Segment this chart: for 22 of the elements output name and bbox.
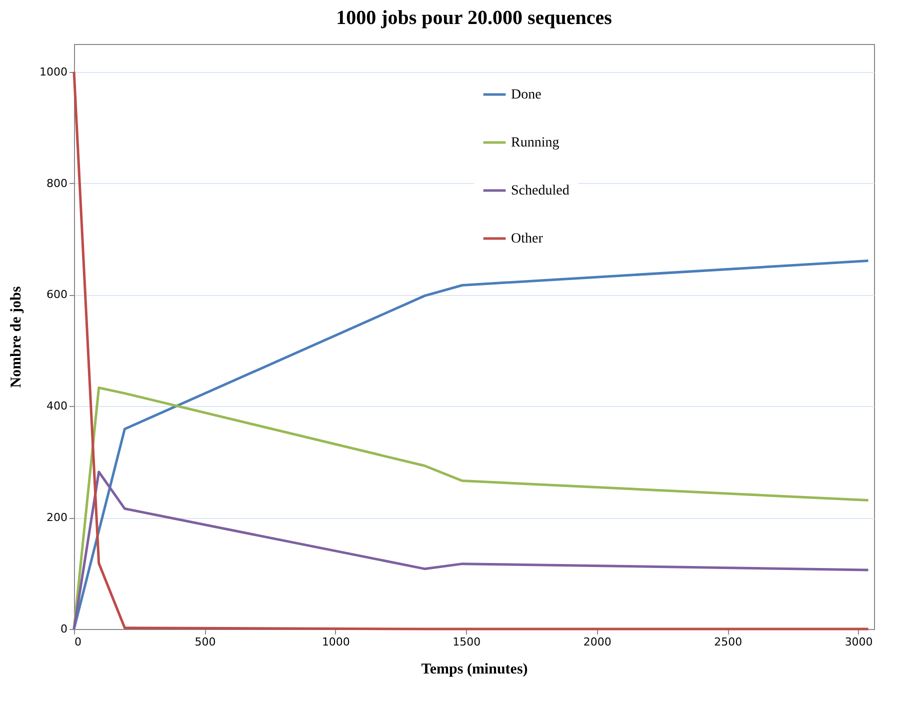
x-tick-label: 3000 — [844, 636, 873, 648]
x-tick-label: 2500 — [714, 636, 742, 648]
y-axis-title: Nombre de jobs — [8, 286, 25, 388]
line-series — [72, 70, 870, 630]
x-tick-label: 2000 — [583, 636, 612, 648]
y-tick-label: 1000 — [40, 65, 68, 78]
y-tick-label: 400 — [46, 400, 68, 413]
x-tick-label: 0 — [74, 636, 82, 648]
line-series — [72, 470, 870, 630]
legend-label: Other — [511, 232, 544, 246]
y-tick-label: 600 — [46, 288, 68, 302]
y-tick-label: 800 — [46, 176, 68, 190]
legend-label: Scheduled — [511, 184, 570, 198]
x-tick-label: 1500 — [452, 636, 481, 648]
x-axis-title: Temps (minutes) — [421, 662, 528, 678]
y-tick-label: 0 — [60, 622, 68, 636]
chart-title: 1000 jobs pour 20.000 sequences — [336, 7, 612, 29]
legend-label: Running — [511, 136, 560, 150]
x-tick-label: 1000 — [322, 636, 350, 648]
legend-label: Done — [511, 88, 542, 102]
y-tick-label: 200 — [46, 511, 68, 524]
x-tick-label: 500 — [194, 636, 216, 648]
